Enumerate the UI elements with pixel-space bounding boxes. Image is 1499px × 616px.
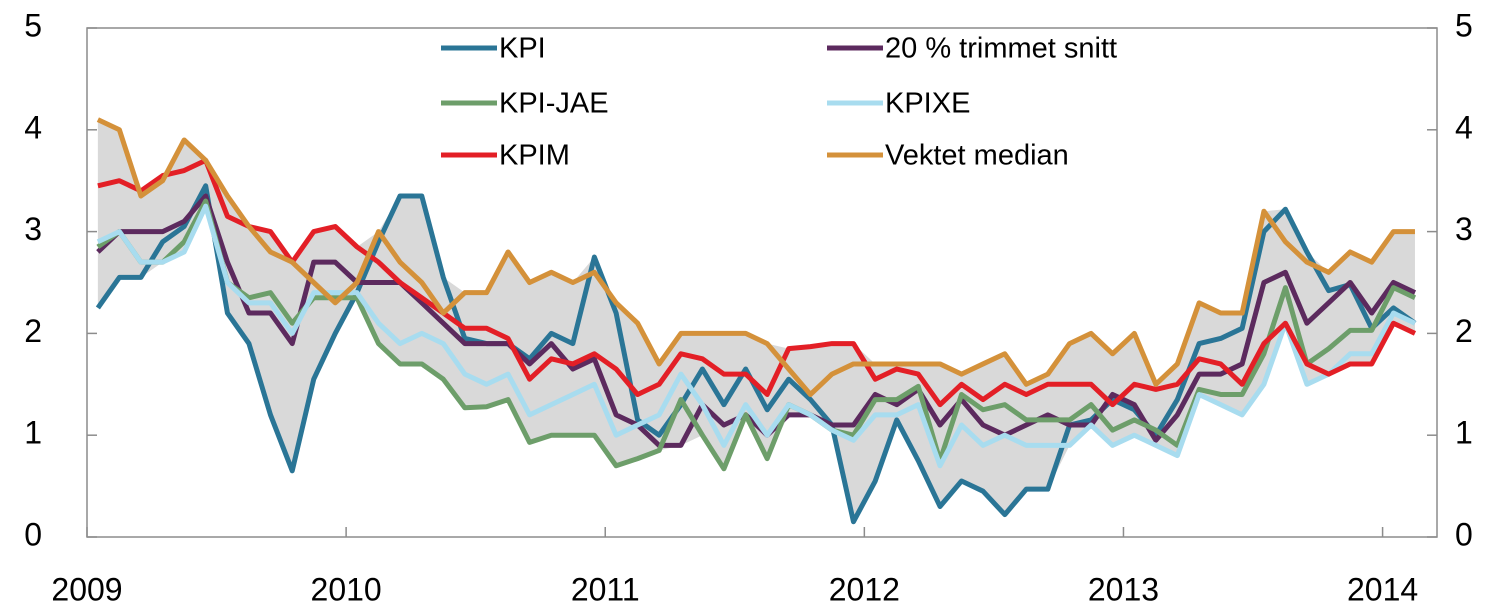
y-tick-label: 5 — [24, 7, 42, 43]
y-tick-label: 2 — [24, 313, 42, 349]
series-line — [96, 203, 1417, 469]
y2-tick-label: 1 — [1455, 415, 1473, 451]
y-tick-label: 4 — [24, 109, 42, 145]
y-tick-label: 3 — [24, 211, 42, 247]
legend-label: KPI-JAE — [499, 88, 609, 120]
series-line — [97, 157, 1417, 408]
legend-label: 20 % trimmet snitt — [885, 33, 1117, 65]
y2-tick-label: 5 — [1455, 7, 1473, 43]
x-tick-label: 2013 — [1088, 571, 1159, 607]
x-tick-label: 2014 — [1347, 571, 1418, 607]
legend-label: Vektet median — [885, 140, 1069, 172]
legend-label: KPIXE — [885, 88, 970, 120]
y2-tick-label: 3 — [1455, 211, 1473, 247]
y-tick-label: 1 — [24, 415, 42, 451]
series-line — [95, 183, 1417, 525]
y2-tick-label: 0 — [1455, 516, 1473, 552]
legend-label: KPI — [499, 33, 546, 65]
y-tick-label: 0 — [24, 516, 42, 552]
plot-frame — [86, 27, 1438, 538]
x-tick-label: 2009 — [51, 571, 122, 607]
series-line — [96, 193, 1417, 448]
y2-tick-label: 4 — [1455, 109, 1473, 145]
y2-tick-label: 2 — [1455, 313, 1473, 349]
x-tick-label: 2012 — [829, 571, 900, 607]
x-tick-label: 2010 — [311, 571, 382, 607]
legend-label: KPIM — [499, 140, 570, 172]
series-line — [96, 117, 1415, 397]
x-tick-label: 2011 — [571, 571, 640, 607]
